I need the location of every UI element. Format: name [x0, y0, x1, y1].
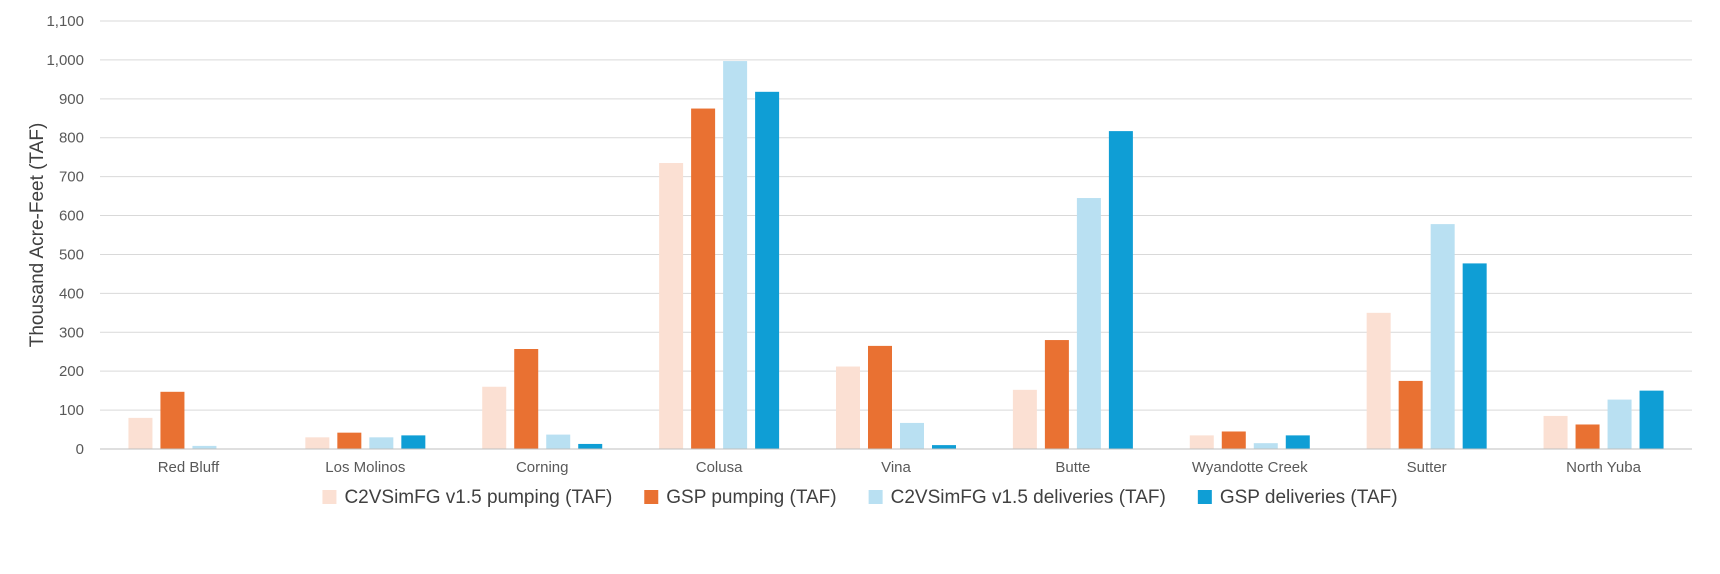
legend-item: GSP deliveries (TAF): [1197, 487, 1398, 508]
bar: [1221, 431, 1246, 449]
x-axis-categories: Red Bluff Los Molinos Corning Colusa Vina But…: [158, 459, 1642, 476]
bar: [691, 108, 716, 449]
x-category-label: Butte: [1055, 459, 1090, 476]
y-tick-label: 700: [59, 169, 84, 186]
y-axis-ticks: 0 100 200 300 400 500 600 700 800 900 1,000 1,100: [46, 13, 84, 458]
x-category-label: North Yuba: [1566, 459, 1641, 476]
bar: [1076, 198, 1101, 449]
bar: [1285, 435, 1310, 449]
y-tick-label: 900: [59, 91, 84, 108]
bar: [546, 434, 571, 449]
bar: [755, 91, 780, 449]
bar: [1366, 312, 1391, 449]
legend-item: C2VSimFG v1.5 deliveries (TAF): [868, 487, 1166, 508]
legend-label: GSP deliveries (TAF): [1220, 487, 1398, 508]
bar: [337, 432, 362, 449]
bar: [1398, 380, 1423, 449]
bar: [900, 422, 924, 449]
bar: [1044, 340, 1069, 449]
bar: [401, 435, 426, 449]
bar: [482, 386, 507, 449]
gridlines: [100, 20, 1692, 411]
x-category-label: Wyandotte Creek: [1192, 459, 1308, 476]
y-tick-label: 500: [59, 246, 84, 263]
bar: [723, 61, 748, 450]
legend-swatch: [322, 490, 337, 504]
y-tick-label: 200: [59, 363, 84, 380]
y-tick-label: 600: [59, 208, 84, 225]
legend-label: C2VSimFG v1.5 pumping (TAF): [344, 487, 612, 508]
bar: [1108, 131, 1133, 449]
bar: [1430, 224, 1455, 449]
bar: [932, 445, 956, 449]
x-category-label: Vina: [881, 459, 911, 476]
bar: [1607, 399, 1632, 449]
y-tick-label: 1,000: [46, 52, 84, 69]
legend-label: GSP pumping (TAF): [666, 487, 836, 508]
y-tick-label: 400: [59, 285, 84, 302]
y-axis-label: Thousand Acre-Feet (TAF): [27, 123, 48, 348]
bar: [1253, 443, 1278, 449]
bar: [1189, 435, 1214, 449]
bar: [578, 443, 603, 449]
legend-item: C2VSimFG v1.5 pumping (TAF): [322, 487, 612, 508]
bar: [514, 349, 539, 449]
x-category-label: Colusa: [696, 459, 743, 476]
legend-swatch: [1197, 490, 1212, 504]
bar: [160, 391, 185, 449]
legend-label: C2VSimFG v1.5 deliveries (TAF): [891, 487, 1166, 508]
bar: [868, 345, 892, 449]
bars: [128, 61, 1664, 450]
legend-item: GSP pumping (TAF): [644, 487, 837, 508]
bar: [192, 445, 217, 449]
bar: [1639, 390, 1664, 449]
bar: [1012, 389, 1037, 449]
y-tick-label: 300: [59, 324, 84, 341]
bar: [1575, 424, 1600, 449]
y-tick-label: 1,100: [46, 13, 84, 30]
bar: [659, 163, 684, 449]
x-category-label: Corning: [516, 459, 569, 476]
y-tick-label: 800: [59, 130, 84, 147]
bar: [128, 417, 153, 449]
legend: C2VSimFG v1.5 pumping (TAF) GSP pumping (…: [322, 487, 1398, 508]
bar: [1462, 263, 1487, 449]
bar: [369, 437, 394, 449]
x-category-label: Red Bluff: [158, 459, 220, 476]
bar: [305, 437, 330, 449]
bar: [1543, 415, 1568, 449]
legend-swatch: [868, 490, 883, 504]
y-tick-label: 0: [76, 441, 84, 458]
x-category-label: Sutter: [1407, 459, 1447, 476]
legend-swatch: [644, 490, 659, 504]
bar: [836, 366, 860, 449]
x-category-label: Los Molinos: [325, 459, 405, 476]
y-tick-label: 100: [59, 402, 84, 419]
